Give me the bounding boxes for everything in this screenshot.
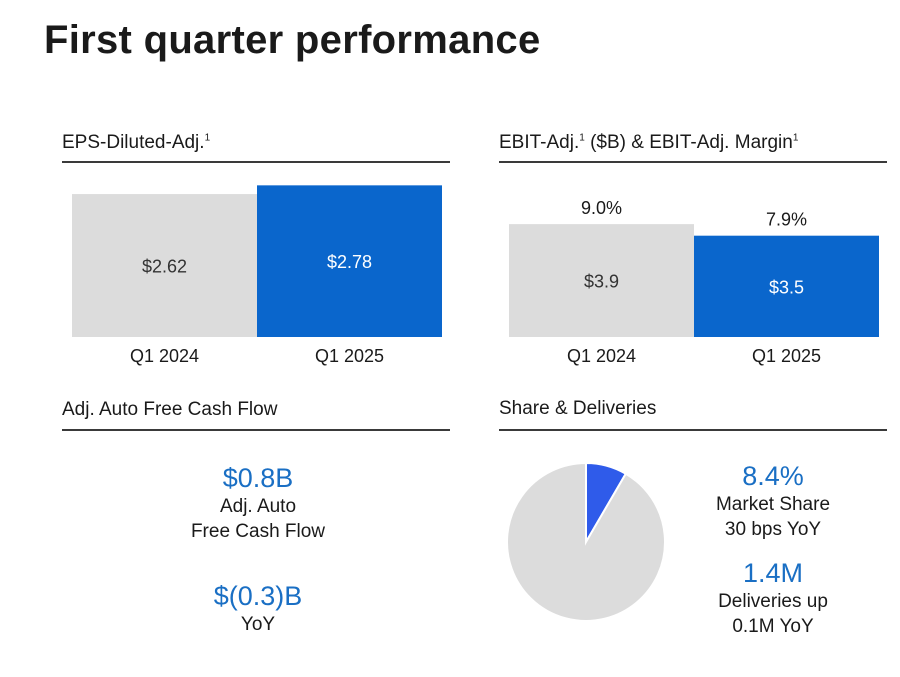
- ebit-bar-chart: $3.9 Q1 2024 9.0% $3.5 Q1 2025 7.9%: [509, 198, 879, 366]
- ebit-title-part2: ($B) & EBIT-Adj. Margin: [584, 132, 793, 153]
- eps-bar-value-label-2: $2.78: [327, 252, 372, 272]
- fcf-title-rule: [62, 429, 450, 431]
- ebit-bar-2: [694, 235, 879, 337]
- deliveries-change: 0.1M YoY: [732, 616, 814, 637]
- eps-title-footnote: 1: [204, 132, 211, 144]
- deliveries-block: 1.4M Deliveries up 0.1M YoY: [683, 557, 863, 639]
- market-share-block: 8.4% Market Share 30 bps YoY: [683, 460, 863, 542]
- fcf-yoy-block: $(0.3)B YoY: [158, 580, 358, 637]
- market-share-change: 30 bps YoY: [724, 519, 822, 540]
- eps-category-label-2: Q1 2025: [315, 346, 384, 366]
- fcf-yoy-label: YoY: [240, 614, 276, 635]
- fcf-value-block: $0.8B Adj. Auto Free Cash Flow: [158, 462, 358, 544]
- fcf-value-label-2: Free Cash Flow: [190, 521, 326, 542]
- ebit-category-label-1: Q1 2024: [567, 346, 636, 366]
- fcf-panel-title: Adj. Auto Free Cash Flow: [62, 399, 278, 420]
- eps-title-text: EPS-Diluted-Adj.: [62, 132, 205, 153]
- ebit-bar-value-label-1: $3.9: [584, 272, 619, 292]
- ebit-category-label-2: Q1 2025: [752, 346, 821, 366]
- pie-slice-2: [506, 461, 666, 622]
- deliveries-label: Deliveries up: [718, 591, 828, 612]
- eps-bar-1: [72, 194, 257, 337]
- ebit-title-part1: EBIT-Adj.: [499, 132, 580, 153]
- ebit-panel-title: EBIT-Adj.1 ($B) & EBIT-Adj. Margin1: [499, 132, 798, 154]
- ebit-title-rule: [499, 161, 887, 163]
- eps-bar-chart: $2.62 Q1 2024 $2.78 Q1 2025: [72, 185, 442, 366]
- market-share-pie-chart: [506, 461, 666, 622]
- share-panel-title: Share & Deliveries: [499, 398, 657, 419]
- ebit-bar-value-label-2: $3.5: [769, 277, 804, 297]
- page-title: First quarter performance: [44, 18, 541, 62]
- ebit-title-footnote-2: 1: [792, 132, 799, 144]
- eps-bar-2: [257, 185, 442, 337]
- fcf-value: $0.8B: [222, 463, 294, 493]
- ebit-title-footnote-1: 1: [579, 132, 585, 144]
- eps-bar-value-label-1: $2.62: [142, 257, 187, 277]
- market-share-label: Market Share: [715, 494, 831, 515]
- eps-title-rule: [62, 161, 450, 163]
- fcf-value-label-1: Adj. Auto: [219, 496, 297, 517]
- eps-panel-title: EPS-Diluted-Adj.1: [62, 132, 210, 154]
- market-share-value: 8.4%: [742, 461, 804, 491]
- ebit-margin-label-2: 7.9%: [766, 210, 807, 230]
- fcf-yoy-value: $(0.3)B: [213, 581, 303, 611]
- ebit-margin-label-1: 9.0%: [581, 198, 622, 218]
- share-title-rule: [499, 429, 887, 431]
- eps-category-label-1: Q1 2024: [130, 346, 199, 366]
- deliveries-value: 1.4M: [742, 558, 804, 588]
- ebit-bar-1: [509, 224, 694, 337]
